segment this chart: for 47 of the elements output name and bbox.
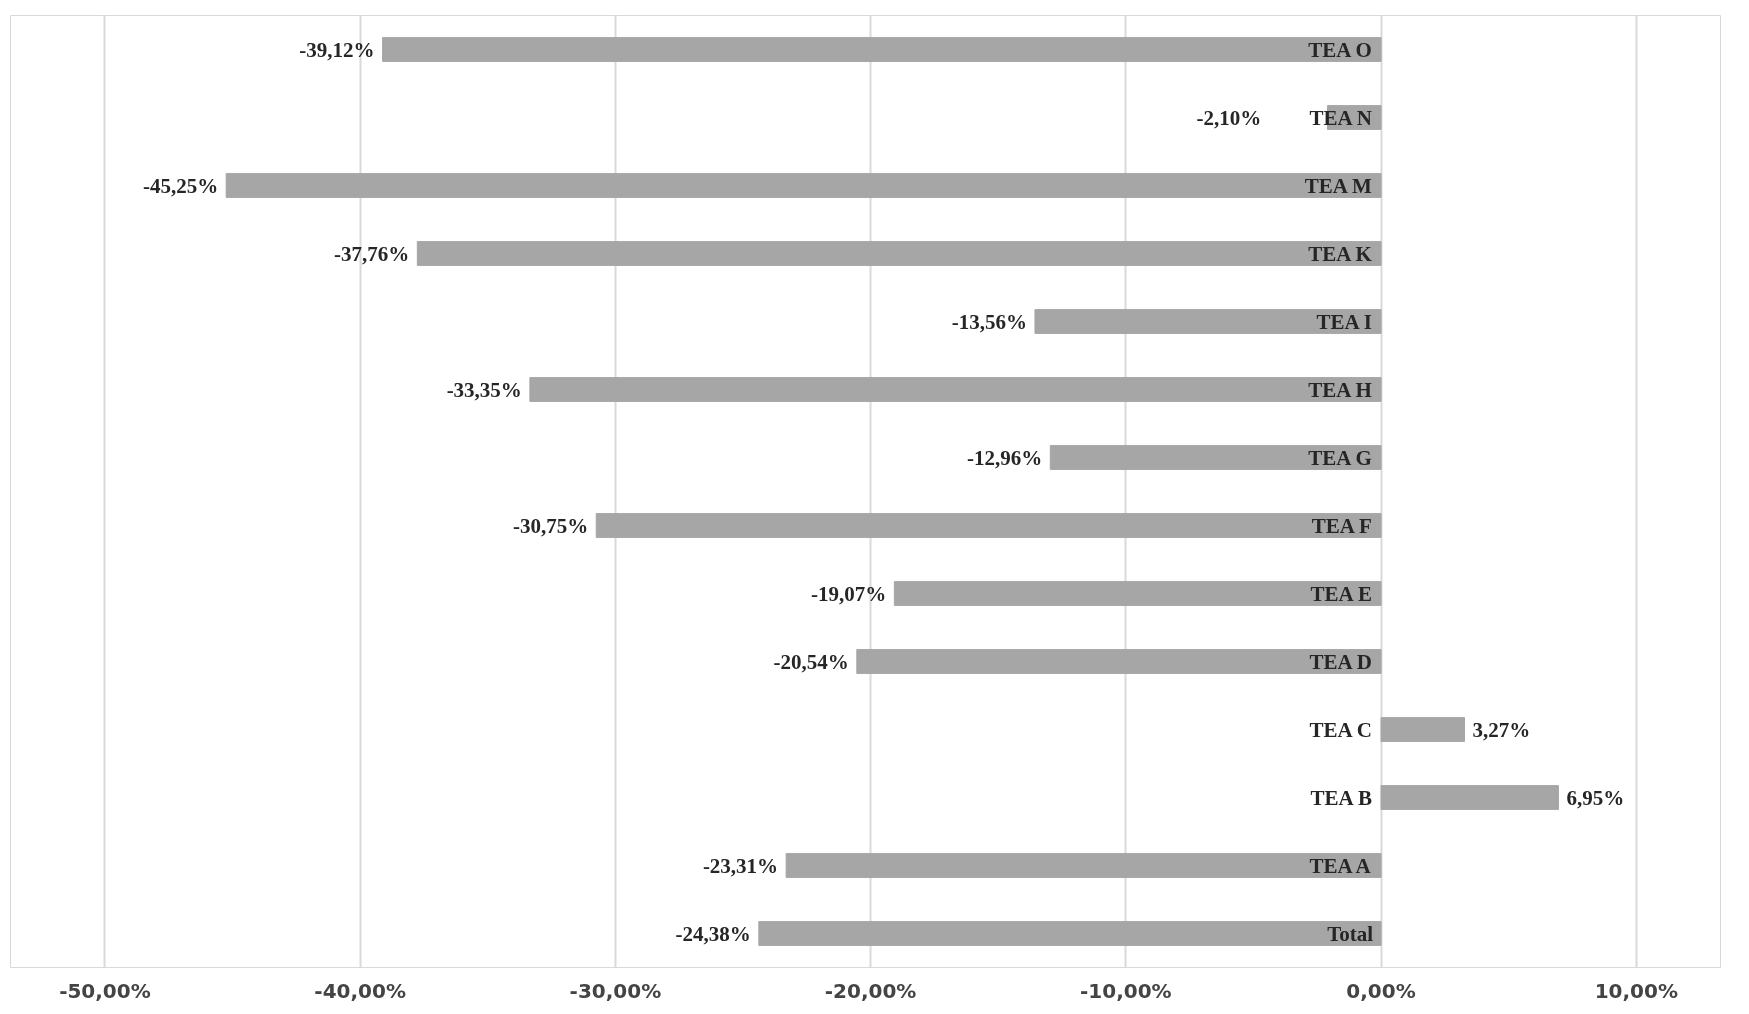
y-tick-label: TEA G [1308, 445, 1372, 470]
x-tick-label: -30,00% [569, 978, 662, 1003]
y-tick-label: TEA B [1310, 785, 1372, 810]
bar [595, 513, 1382, 538]
data-label: -19,07% [811, 581, 887, 606]
y-tick-label: TEA F [1311, 513, 1372, 538]
data-label: -20,54% [773, 649, 849, 674]
y-tick-label: TEA E [1310, 581, 1372, 606]
data-label: -23,31% [702, 853, 779, 878]
y-tick-label: Total [1327, 921, 1374, 946]
bar [382, 37, 1382, 62]
bar [416, 241, 1382, 266]
bar [758, 921, 1382, 946]
x-tick-label: -50,00% [59, 978, 151, 1003]
x-tick-label: -20,00% [824, 978, 917, 1003]
data-label: -30,75% [513, 513, 589, 538]
x-tick-label: 0,00% [1346, 978, 1416, 1003]
data-label: -12,96% [967, 445, 1043, 470]
data-label: -45,25% [142, 173, 219, 198]
y-tick-label: TEA K [1308, 241, 1373, 266]
y-tick-label: TEA H [1308, 377, 1372, 402]
bar [1380, 785, 1559, 810]
data-label: 3,27% [1472, 717, 1531, 742]
bar [1049, 445, 1382, 470]
y-tick-label: TEA D [1309, 649, 1372, 674]
bar [785, 853, 1382, 878]
data-label: -39,12% [299, 37, 375, 62]
bar [893, 581, 1382, 606]
data-label: -13,56% [951, 309, 1027, 334]
y-tick-label: TEA A [1309, 853, 1372, 878]
data-label: -33,35% [446, 377, 522, 402]
bar [1034, 309, 1382, 334]
x-tick-label: -40,00% [314, 978, 406, 1003]
data-label: -2,10% [1196, 105, 1262, 130]
bar [225, 173, 1382, 198]
y-tick-label: TEA I [1316, 309, 1372, 334]
y-tick-label: TEA M [1304, 173, 1373, 198]
x-tick-label: -10,00% [1080, 978, 1172, 1003]
y-tick-label: TEA C [1309, 717, 1372, 742]
data-label: 6,95% [1566, 785, 1625, 810]
bar [856, 649, 1382, 674]
bar [1380, 717, 1466, 742]
x-tick-label: 10,00% [1594, 978, 1678, 1003]
bar [529, 377, 1382, 402]
y-tick-label: TEA O [1308, 37, 1372, 62]
data-label: -37,76% [334, 241, 410, 266]
data-label: -24,38% [675, 921, 751, 946]
